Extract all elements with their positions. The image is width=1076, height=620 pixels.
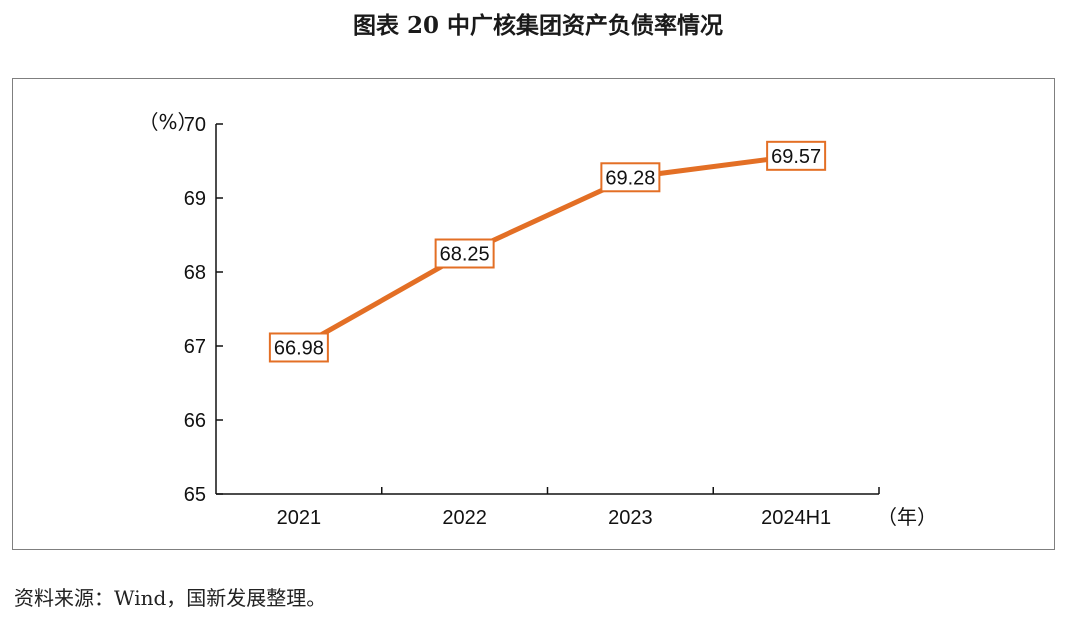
source-note: 资料来源：Wind，国新发展整理。: [14, 586, 327, 610]
data-label: 69.28: [605, 167, 655, 189]
x-tick-label: 2023: [608, 507, 653, 529]
chart-frame: 65 66 67 68 69 70 2021 2022 2023 2024H1 （%） （年） 66.…: [12, 78, 1055, 550]
data-label-box: [268, 332, 329, 363]
chart-title: 图表 20 中广核集团资产负债率情况: [352, 12, 724, 39]
y-unit-label: （%）: [138, 110, 197, 134]
series-layer: [296, 153, 799, 350]
data-label: 66.98: [274, 337, 324, 359]
y-tick-label: 70: [184, 114, 206, 136]
line-chart: 65 66 67 68 69 70 2021 2022 2023 2024H1 （%） （年） 66.…: [138, 110, 937, 529]
data-label-box: [434, 238, 495, 269]
y-tick-label: 67: [184, 336, 206, 358]
y-tick-label: 69: [184, 188, 206, 210]
x-unit-label: （年）: [877, 505, 937, 529]
y-tick-label: 68: [184, 262, 206, 284]
data-label-box: [766, 140, 827, 171]
data-label-box: [600, 162, 661, 193]
x-tick-label: 2021: [277, 507, 322, 529]
series-line: [296, 153, 799, 350]
data-labels: 66.98 68.25 69.28 69.57: [268, 140, 827, 363]
y-tick-label: 65: [184, 484, 206, 506]
axes: 65 66 67 68 69 70 2021 2022 2023 2024H1 （%） （年）: [138, 110, 937, 529]
x-tick-label: 2022: [442, 507, 487, 529]
x-tick-label: 2024H1: [761, 507, 831, 529]
y-tick-label: 66: [184, 410, 206, 432]
data-label: 69.57: [771, 146, 821, 168]
data-label: 68.25: [440, 244, 490, 266]
